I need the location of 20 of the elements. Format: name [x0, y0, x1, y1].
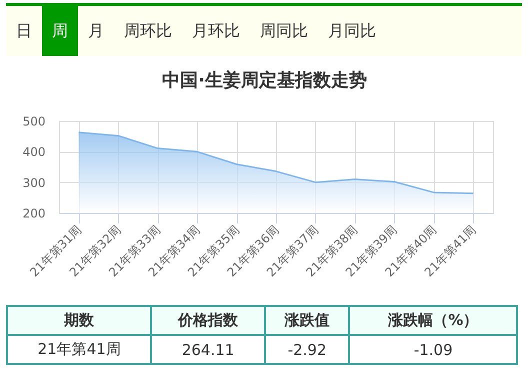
chart-title: 中国·生姜周定基指数走势 [161, 69, 368, 92]
category-label: 涨跌幅（%） [349, 306, 517, 335]
category-label: 期数 [7, 306, 152, 335]
category-label: 月同比 [327, 20, 377, 42]
text: -2.92 [264, 335, 350, 364]
category-label: 周环比 [123, 20, 173, 42]
category-label: 周 [42, 6, 78, 56]
category-label: 日 [15, 20, 33, 42]
category-label: 月 [87, 20, 105, 42]
category-label: 月环比 [191, 20, 241, 42]
y-tick-label: 400 [22, 145, 46, 160]
y-tick-label: 200 [22, 206, 46, 220]
text: -1.09 [349, 335, 517, 364]
category-label: 价格指数 [151, 306, 265, 335]
category-label: 涨跌值 [264, 306, 350, 335]
text: 21年第41周 [7, 335, 152, 364]
y-tick-label: 500 [22, 114, 46, 128]
category-label: 周同比 [259, 20, 309, 42]
y-tick-label: 300 [22, 176, 46, 190]
text: 264.11 [151, 335, 265, 364]
